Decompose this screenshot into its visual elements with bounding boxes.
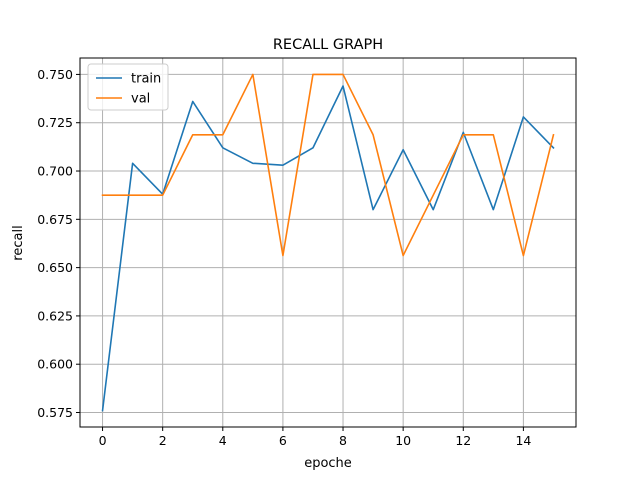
y-tick-label: 0.675 [37, 212, 73, 227]
plot-frame [79, 57, 577, 428]
chart-title: RECALL GRAPH [273, 37, 383, 53]
x-tick-label: 2 [159, 433, 167, 448]
x-axis-label: epoche [304, 456, 352, 471]
legend-label-val: val [131, 92, 150, 107]
x-tick-label: 8 [339, 433, 347, 448]
y-tick-label: 0.625 [37, 308, 73, 323]
x-tick-label: 14 [515, 433, 531, 448]
y-tick-label: 0.600 [37, 357, 73, 372]
y-tick-label: 0.725 [37, 115, 73, 130]
x-tick-label: 12 [455, 433, 471, 448]
series-line-train [101, 85, 555, 412]
y-axis-label: recall [11, 225, 26, 260]
x-tick-label: 10 [395, 433, 411, 448]
series-line-val [101, 73, 555, 257]
series-lines [101, 73, 555, 412]
y-tick-label: 0.575 [37, 405, 73, 420]
y-tick-label: 0.700 [37, 164, 73, 179]
legend-label-train: train [131, 72, 161, 87]
axis-ticks: 0 2 4 6 8 10 12 14 0.575 0.600 0.625 0.650 0.675 0.70… [37, 67, 531, 448]
legend: train val [87, 63, 169, 111]
x-tick-label: 4 [219, 433, 227, 448]
y-tick-label: 0.750 [37, 67, 73, 82]
grid-lines [80, 58, 576, 427]
x-tick-label: 0 [99, 433, 107, 448]
x-tick-label: 6 [279, 433, 287, 448]
y-tick-label: 0.650 [37, 260, 73, 275]
